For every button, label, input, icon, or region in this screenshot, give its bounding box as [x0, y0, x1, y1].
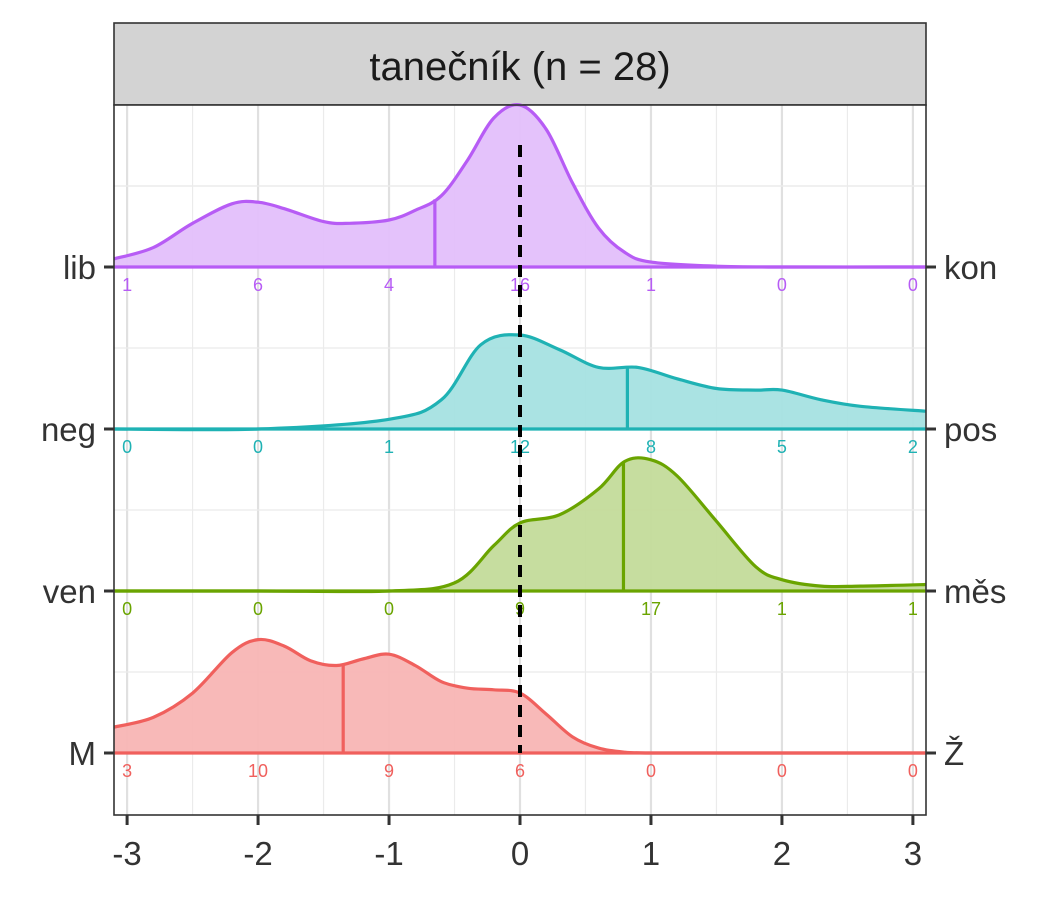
x-tick-label: -3 — [112, 835, 141, 872]
x-tick-label: -2 — [243, 835, 272, 872]
x-tick-label: -1 — [374, 835, 403, 872]
count-label: 0 — [646, 761, 656, 781]
count-label: 1 — [646, 275, 656, 295]
count-label: 0 — [908, 275, 918, 295]
ridge-line — [113, 333, 927, 432]
y-label-left: lib — [63, 249, 96, 286]
count-label: 6 — [515, 761, 525, 781]
x-tick-label: 0 — [511, 835, 529, 872]
count-label: 5 — [777, 437, 787, 457]
count-label: 0 — [122, 599, 132, 619]
count-label: 1 — [122, 275, 132, 295]
strip-header: tanečník (n = 28) — [113, 22, 927, 106]
panel-title: tanečník (n = 28) — [369, 45, 670, 89]
count-label: 17 — [641, 599, 661, 619]
y-label-right: Ž — [944, 735, 964, 772]
count-label: 10 — [248, 761, 268, 781]
count-label: 8 — [646, 437, 656, 457]
ridge-area — [114, 334, 926, 430]
count-label: 0 — [908, 761, 918, 781]
count-label: 0 — [777, 275, 787, 295]
x-tick-label: 3 — [904, 835, 922, 872]
count-label: 3 — [122, 761, 132, 781]
ridge-line — [113, 103, 927, 269]
strip-background — [113, 22, 927, 106]
y-label-right: kon — [944, 249, 997, 286]
x-axis: -3 -2 -1 0 1 2 3 — [112, 815, 922, 872]
count-label: 6 — [253, 275, 263, 295]
y-label-left: M — [69, 735, 97, 772]
x-tick-label: 1 — [642, 835, 660, 872]
median-lines — [341, 199, 629, 753]
count-label: 0 — [122, 437, 132, 457]
x-tick-label: 2 — [773, 835, 791, 872]
count-label: 4 — [384, 275, 394, 295]
count-label: 9 — [384, 761, 394, 781]
y-label-left: ven — [43, 573, 96, 610]
y-label-right: pos — [944, 411, 997, 448]
count-label: 1 — [908, 599, 918, 619]
count-label: 1 — [777, 599, 787, 619]
count-label: 0 — [253, 599, 263, 619]
y-label-left: neg — [41, 411, 96, 448]
count-label: 2 — [908, 437, 918, 457]
count-label: 1 — [384, 437, 394, 457]
count-label: 0 — [253, 437, 263, 457]
y-label-right: měs — [944, 573, 1006, 610]
count-label: 0 — [777, 761, 787, 781]
count-label: 0 — [384, 599, 394, 619]
